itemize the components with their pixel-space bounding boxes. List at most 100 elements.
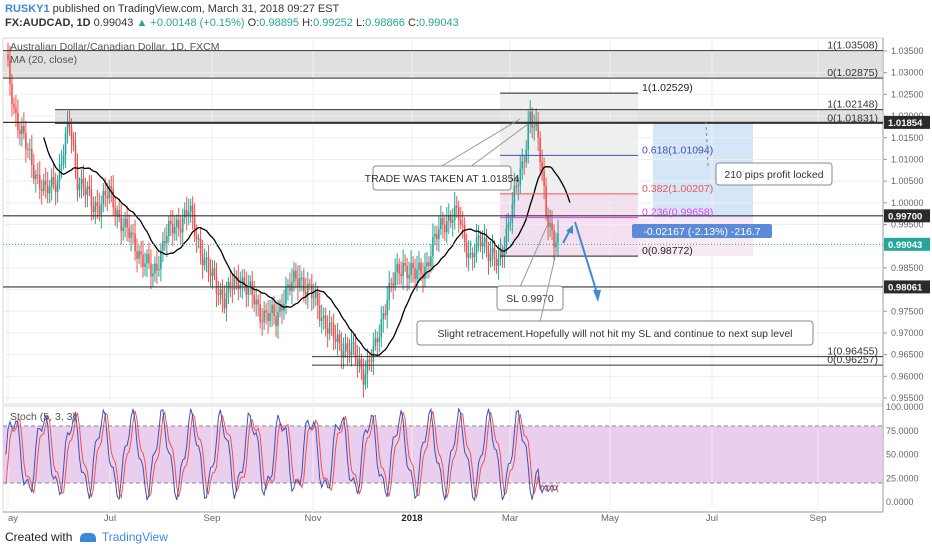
candle-body: [378, 337, 381, 343]
candle-body: [108, 185, 111, 199]
down-projection-arrowhead: [593, 290, 601, 302]
price-tag: [884, 115, 930, 129]
candle-body: [388, 282, 391, 300]
candle-body: [287, 284, 289, 288]
candle-body: [404, 262, 406, 266]
candle-body: [17, 112, 19, 131]
candle-body: [197, 238, 200, 240]
candle-body: [416, 269, 418, 280]
high-value: 0.99252: [313, 17, 353, 29]
candle-body: [225, 293, 228, 309]
candle-body: [497, 258, 500, 266]
candle-body: [191, 205, 194, 217]
author-name[interactable]: RUSKY1: [5, 3, 50, 15]
candle-body: [152, 273, 154, 277]
ma-legend[interactable]: MA (20, close): [10, 54, 77, 66]
candle-body: [88, 186, 91, 190]
price-tag-label: 0.98061: [888, 282, 923, 293]
candle-body: [507, 223, 510, 229]
candle-body: [118, 209, 120, 218]
candle-body: [84, 189, 87, 196]
publish-line: RUSKY1 published on TradingView.com, Mar…: [5, 2, 339, 16]
footer-tradingview[interactable]: TradingView: [101, 530, 168, 544]
candle-body: [322, 315, 325, 319]
candle-body: [372, 346, 375, 362]
candle-body: [160, 250, 162, 269]
candle-body: [171, 224, 174, 234]
candle-body: [332, 323, 335, 339]
candle-body: [489, 253, 492, 262]
profit-callout-box[interactable]: [715, 162, 833, 186]
candle-body: [265, 310, 267, 313]
trade-callout-line-2: [469, 123, 529, 168]
close-label: C:: [407, 17, 419, 29]
measure-badge-text: -0.02167 (-2.13%) -216.7: [643, 226, 760, 238]
candle-body: [249, 281, 252, 288]
candle-body: [110, 185, 113, 189]
candle-body: [352, 342, 355, 344]
candle-body: [112, 188, 115, 208]
low-value: 0.98866: [365, 17, 405, 29]
candle-body: [150, 263, 152, 277]
candle-body: [56, 180, 59, 193]
price-tag: [884, 209, 930, 223]
annotations-layer: TRADE WAS TAKEN AT 1.01854 210 pips prof…: [365, 118, 833, 346]
candle-body: [23, 125, 25, 134]
candle-body: [74, 144, 77, 167]
candle-body: [513, 186, 516, 205]
candle-body: [449, 214, 452, 223]
y-tick-label: 0.95500: [891, 393, 924, 403]
candle-body: [271, 304, 273, 313]
close-value: 0.99043: [418, 17, 459, 29]
candle-body: [168, 220, 170, 236]
small-up-arrowhead: [566, 225, 573, 234]
stoch-legend[interactable]: Stoch (5, 3, 3): [10, 411, 76, 423]
candle-body: [146, 254, 148, 264]
candle-body: [505, 228, 508, 248]
candle-body: [501, 250, 504, 256]
stoch-tick-label: 0.0000: [886, 497, 914, 507]
retrace-callout-box[interactable]: [416, 320, 814, 346]
candle-body: [140, 251, 142, 255]
high-label: H:: [302, 17, 314, 29]
candle-body: [27, 148, 29, 150]
candle-body: [257, 299, 259, 305]
fib-lower-label: 1(0.96455): [827, 346, 878, 358]
candle-body: [473, 253, 476, 258]
y-tick-label: 1.03000: [891, 68, 924, 78]
y-tick-label: 0.99500: [891, 220, 924, 230]
candle-body: [517, 184, 520, 187]
sl-callout-line: [519, 225, 548, 288]
candle-body: [438, 229, 440, 240]
candle-body: [148, 254, 150, 264]
candle-body: [62, 155, 65, 165]
candle-body: [312, 297, 315, 299]
candle-body: [493, 247, 496, 260]
candle-body: [390, 282, 393, 284]
candle-body: [549, 222, 551, 227]
candle-body: [451, 220, 454, 223]
candle-body: [82, 178, 85, 190]
trade-callout-box[interactable]: [372, 165, 512, 191]
candle-body: [269, 312, 271, 322]
candle-body: [340, 343, 343, 357]
candle-body: [459, 219, 462, 225]
stoch-axis: 100.0000 75.0000 50.0000 25.0000 0.0000: [886, 402, 924, 507]
publish-text: published on TradingView.com, March 31, …: [49, 3, 340, 15]
candle-body: [25, 133, 27, 149]
candle-body: [301, 277, 303, 279]
candle-body: [336, 334, 339, 342]
candle-body: [535, 122, 537, 127]
candle-body: [446, 220, 448, 233]
candle-body: [475, 237, 478, 254]
candle-body: [305, 291, 307, 296]
candle-body: [295, 270, 297, 279]
stoch-tick-label: 25.0000: [886, 473, 919, 483]
open-label: O:: [247, 17, 260, 29]
profit-measure-line: [705, 121, 709, 167]
candle-body: [414, 268, 416, 280]
candle-body: [334, 338, 337, 342]
candle-body: [259, 304, 261, 322]
retrace-callout-line: [539, 252, 557, 323]
